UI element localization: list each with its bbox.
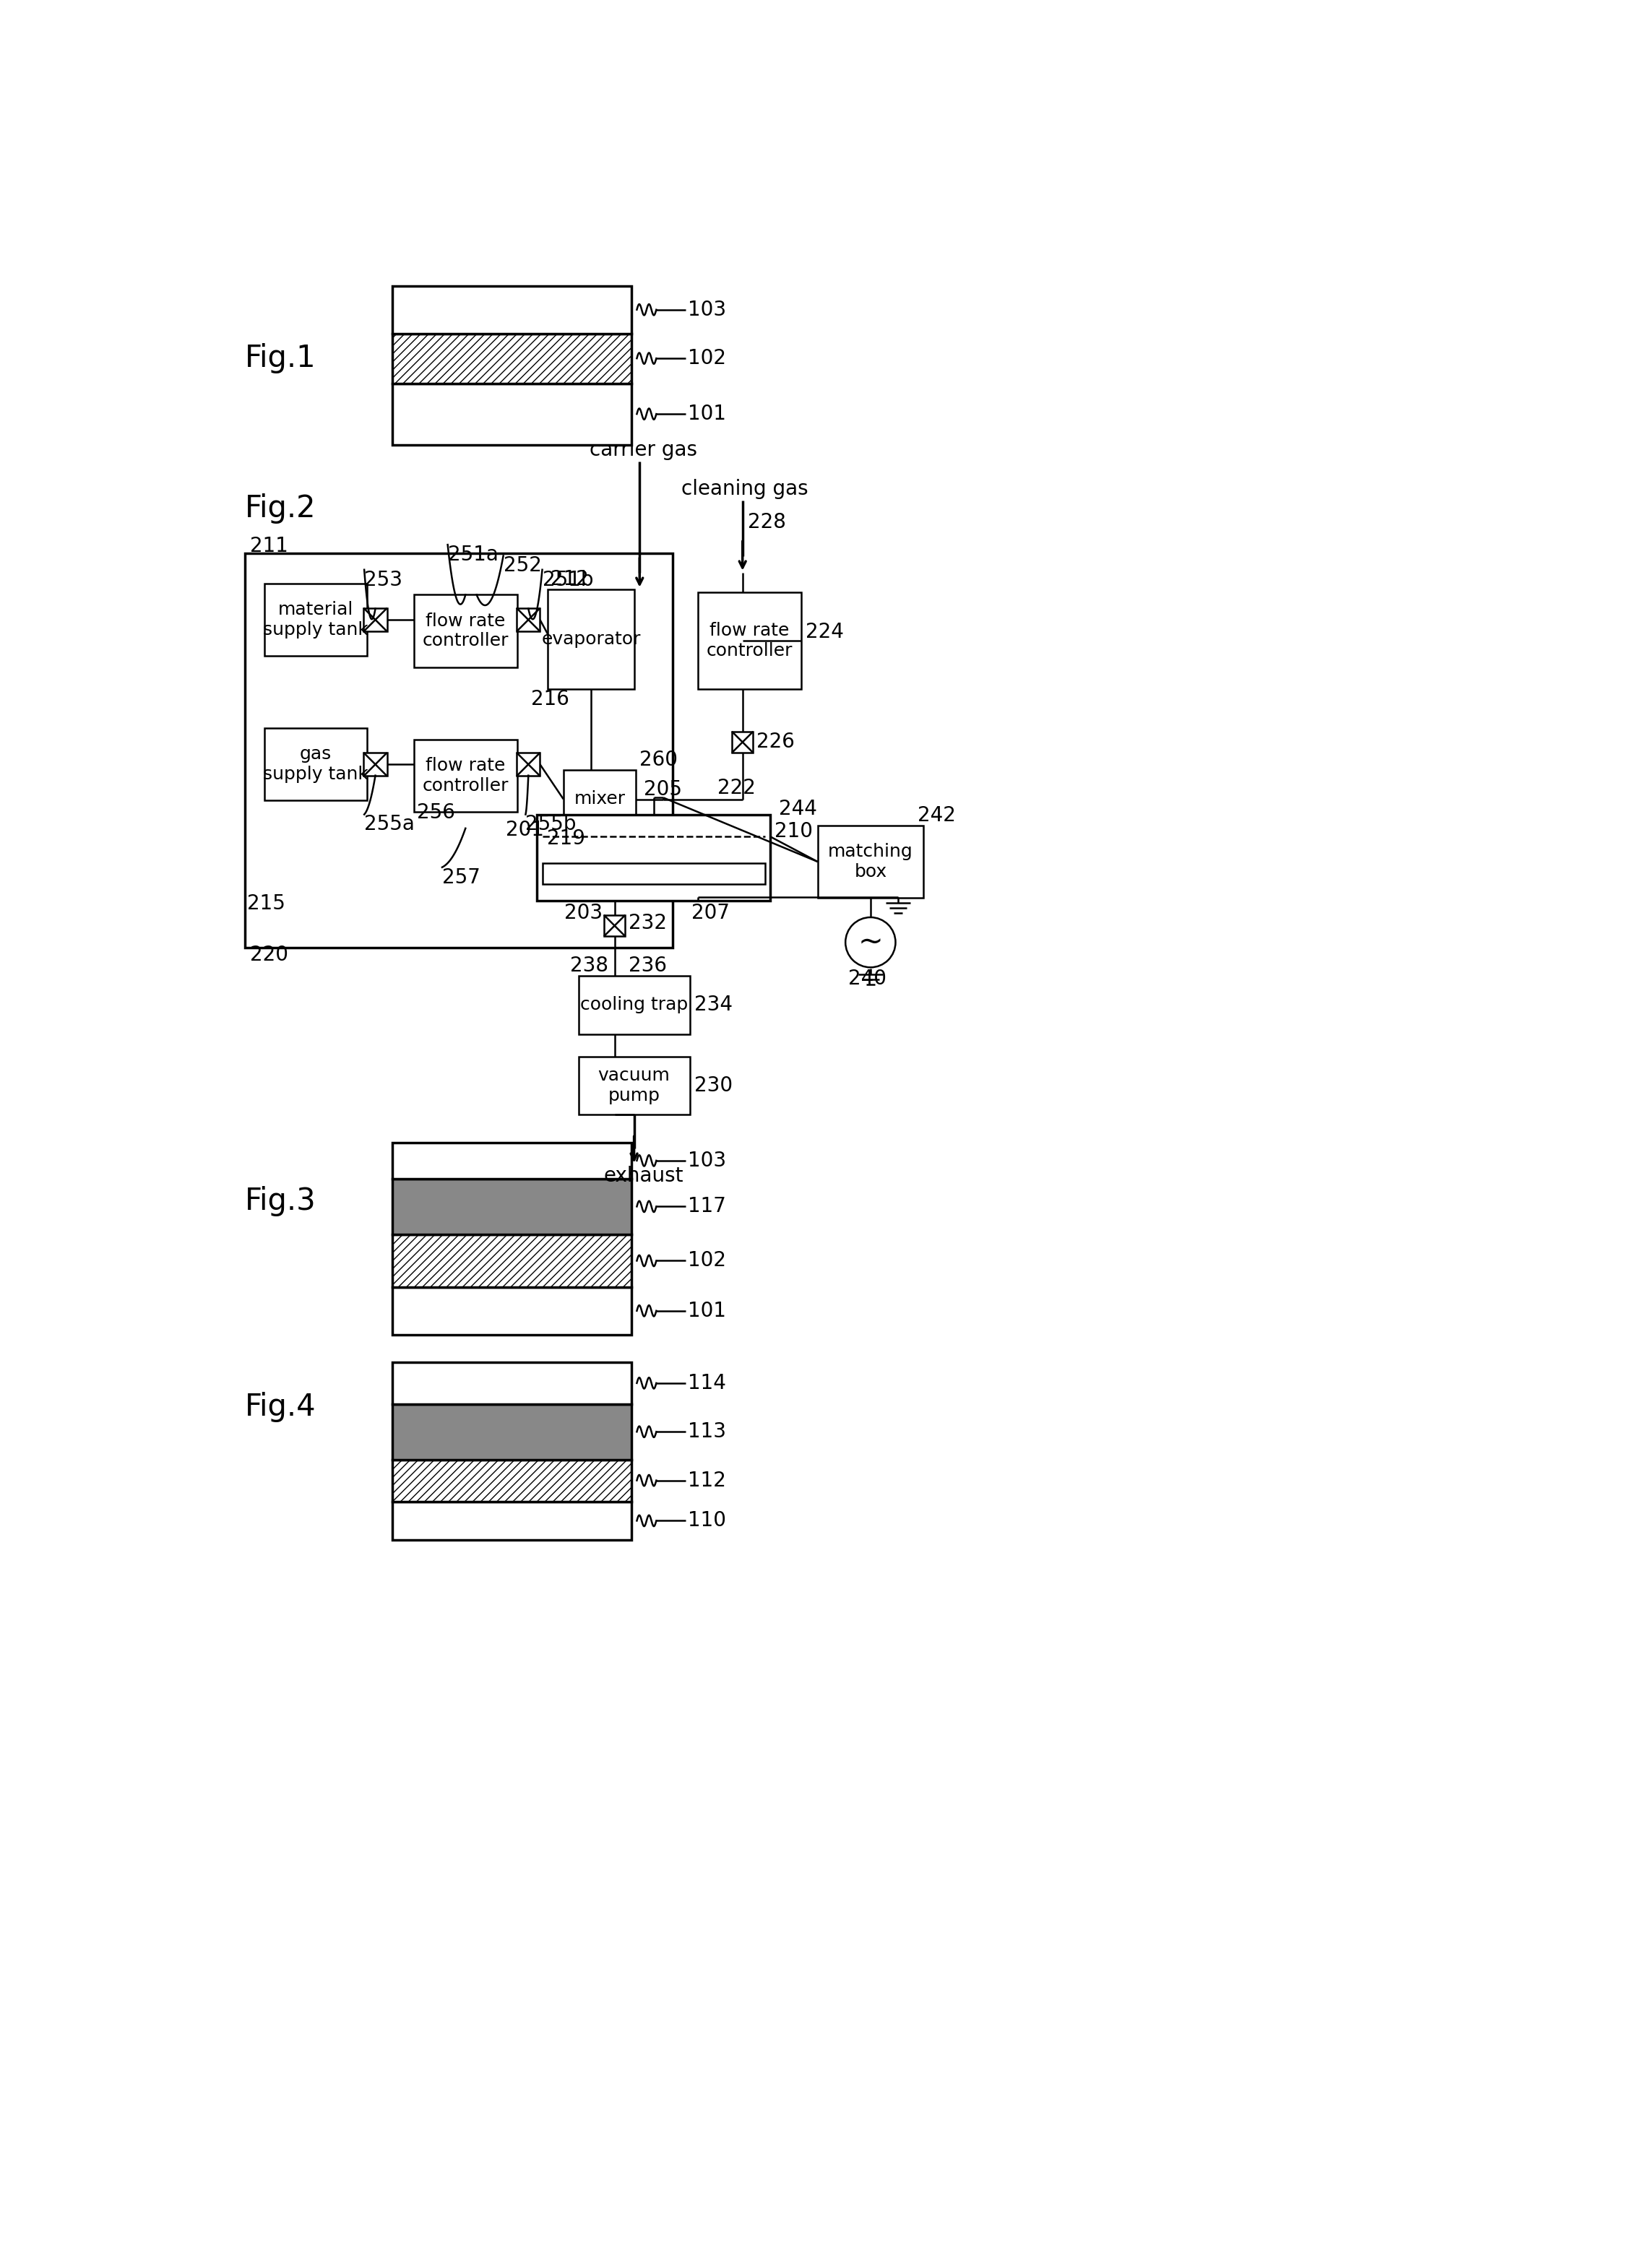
- Text: 215: 215: [247, 894, 286, 914]
- Bar: [548, 590, 634, 689]
- Bar: [579, 1057, 690, 1116]
- Text: 257: 257: [441, 866, 481, 887]
- Bar: [265, 728, 366, 801]
- Text: Fig.3: Fig.3: [245, 1186, 316, 1216]
- Text: exhaust: exhaust: [603, 1166, 683, 1186]
- Text: 212: 212: [551, 569, 589, 590]
- Text: 201: 201: [507, 821, 544, 839]
- Text: 203: 203: [564, 903, 603, 923]
- Text: matching
box: matching box: [827, 844, 912, 880]
- Text: 102: 102: [687, 349, 726, 367]
- Bar: [517, 753, 540, 776]
- Bar: [517, 608, 540, 631]
- Text: 251b: 251b: [543, 569, 594, 590]
- Text: 251a: 251a: [448, 544, 499, 565]
- Text: Fig.2: Fig.2: [245, 494, 316, 524]
- Text: 253: 253: [365, 569, 402, 590]
- Text: 234: 234: [695, 996, 732, 1016]
- Bar: [392, 1234, 631, 1288]
- Text: gas
supply tank: gas supply tank: [263, 746, 368, 782]
- Text: 101: 101: [687, 404, 726, 424]
- Text: carrier gas: carrier gas: [590, 440, 697, 460]
- Text: 224: 224: [806, 621, 844, 642]
- Bar: [392, 383, 631, 445]
- Bar: [818, 826, 924, 898]
- Text: 260: 260: [639, 751, 679, 771]
- Text: 256: 256: [417, 803, 455, 823]
- Text: 205: 205: [644, 780, 682, 801]
- Text: Fig.1: Fig.1: [245, 342, 316, 374]
- Text: 242: 242: [917, 805, 956, 826]
- Text: 110: 110: [687, 1510, 726, 1531]
- Text: 240: 240: [849, 968, 886, 989]
- Text: flow rate
controller: flow rate controller: [706, 621, 793, 660]
- Text: material
supply tank: material supply tank: [263, 601, 368, 640]
- Bar: [414, 739, 517, 812]
- Text: vacuum
pump: vacuum pump: [598, 1066, 670, 1105]
- Bar: [536, 814, 770, 900]
- Bar: [363, 608, 387, 631]
- Bar: [543, 862, 765, 885]
- Text: 226: 226: [757, 733, 795, 753]
- Text: 255a: 255a: [365, 814, 415, 835]
- Text: 112: 112: [687, 1470, 726, 1490]
- Text: flow rate
controller: flow rate controller: [422, 612, 508, 649]
- Bar: [392, 1288, 631, 1334]
- Text: 210: 210: [775, 821, 813, 841]
- Text: 117: 117: [687, 1198, 726, 1216]
- Text: cleaning gas: cleaning gas: [682, 479, 808, 499]
- Text: cooling trap: cooling trap: [580, 996, 688, 1014]
- Text: 236: 236: [628, 955, 667, 975]
- Bar: [603, 914, 625, 937]
- Text: 216: 216: [531, 689, 569, 710]
- Text: evaporator: evaporator: [541, 631, 641, 649]
- Text: flow rate
controller: flow rate controller: [422, 758, 508, 794]
- Text: 207: 207: [692, 903, 729, 923]
- Bar: [414, 594, 517, 667]
- Text: mixer: mixer: [574, 792, 625, 807]
- Bar: [392, 1501, 631, 1540]
- Text: 219: 219: [546, 828, 585, 848]
- Text: 222: 222: [718, 778, 755, 798]
- Text: 252: 252: [504, 556, 541, 576]
- Text: 220: 220: [250, 946, 288, 966]
- Text: 101: 101: [687, 1300, 726, 1320]
- Bar: [392, 1461, 631, 1501]
- Text: ~: ~: [858, 928, 883, 957]
- Text: 228: 228: [749, 513, 786, 533]
- Bar: [265, 583, 366, 655]
- Bar: [564, 769, 636, 828]
- Bar: [363, 753, 387, 776]
- Text: 211: 211: [250, 535, 288, 556]
- Text: 244: 244: [778, 798, 818, 819]
- Text: 113: 113: [687, 1422, 726, 1442]
- Bar: [732, 733, 754, 753]
- Text: 255b: 255b: [525, 814, 577, 835]
- Bar: [392, 286, 631, 333]
- Bar: [245, 553, 674, 948]
- Text: 230: 230: [695, 1075, 732, 1095]
- Bar: [698, 592, 801, 689]
- Bar: [392, 1363, 631, 1404]
- Bar: [579, 975, 690, 1034]
- Bar: [392, 1179, 631, 1234]
- Text: 114: 114: [687, 1372, 726, 1393]
- Text: Fig.4: Fig.4: [245, 1393, 316, 1422]
- Text: 103: 103: [687, 299, 726, 320]
- Text: 103: 103: [687, 1150, 726, 1170]
- Text: 232: 232: [628, 912, 667, 932]
- Bar: [392, 1143, 631, 1179]
- Bar: [392, 333, 631, 383]
- Bar: [392, 1404, 631, 1461]
- Text: 102: 102: [687, 1250, 726, 1270]
- Text: 238: 238: [571, 955, 608, 975]
